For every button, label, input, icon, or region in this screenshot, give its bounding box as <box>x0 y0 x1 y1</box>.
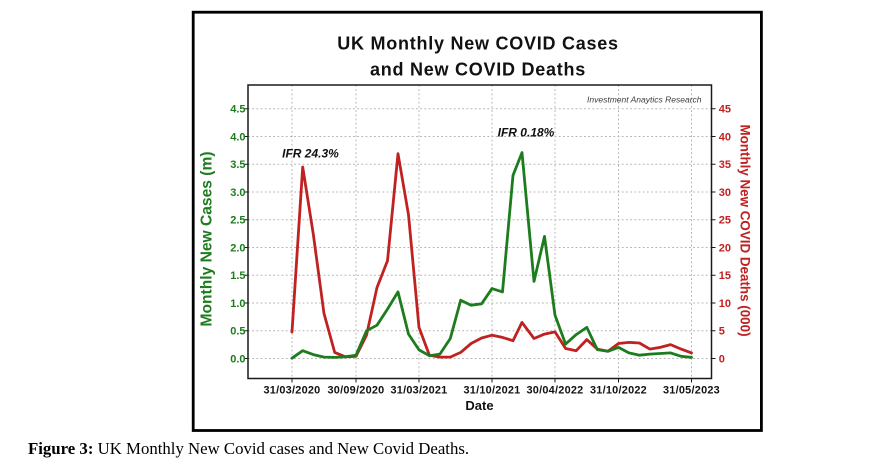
svg-text:15: 15 <box>719 270 731 282</box>
svg-text:20: 20 <box>719 242 731 254</box>
svg-text:10: 10 <box>719 298 731 310</box>
svg-text:4.0: 4.0 <box>230 131 245 143</box>
svg-text:0.0: 0.0 <box>230 353 245 365</box>
svg-text:40: 40 <box>719 131 731 143</box>
svg-text:2.5: 2.5 <box>230 215 245 227</box>
svg-text:45: 45 <box>719 104 731 116</box>
svg-text:0.5: 0.5 <box>230 326 245 338</box>
svg-text:Investment Anaytics Research: Investment Anaytics Research <box>587 94 702 104</box>
svg-text:30: 30 <box>719 187 731 199</box>
svg-text:4.5: 4.5 <box>230 104 245 116</box>
svg-text:Monthly New Cases (m): Monthly New Cases (m) <box>199 151 216 326</box>
svg-text:35: 35 <box>719 159 731 171</box>
svg-text:IFR 0.18%: IFR 0.18% <box>498 125 555 139</box>
svg-text:Monthly New COVID Deaths (000): Monthly New COVID Deaths (000) <box>738 124 753 336</box>
svg-text:31/03/2021: 31/03/2021 <box>390 385 447 397</box>
svg-text:30/09/2020: 30/09/2020 <box>327 385 384 397</box>
svg-text:5: 5 <box>719 326 725 338</box>
svg-text:Date: Date <box>465 398 493 413</box>
svg-text:1.5: 1.5 <box>230 270 245 282</box>
svg-text:UK Monthly New COVID Cases: UK Monthly New COVID Cases <box>337 34 619 54</box>
svg-text:3.5: 3.5 <box>230 159 245 171</box>
svg-text:31/05/2023: 31/05/2023 <box>663 385 720 397</box>
svg-text:2.0: 2.0 <box>230 242 245 254</box>
svg-text:1.0: 1.0 <box>230 298 245 310</box>
svg-text:31/10/2021: 31/10/2021 <box>463 385 520 397</box>
svg-text:31/03/2020: 31/03/2020 <box>263 385 320 397</box>
svg-text:25: 25 <box>719 215 731 227</box>
svg-text:31/10/2022: 31/10/2022 <box>590 385 647 397</box>
svg-text:30/04/2022: 30/04/2022 <box>526 385 583 397</box>
svg-text:and New COVID Deaths: and New COVID Deaths <box>370 60 586 80</box>
svg-text:IFR 24.3%: IFR 24.3% <box>282 147 339 161</box>
svg-text:0: 0 <box>719 353 725 365</box>
svg-text:3.0: 3.0 <box>230 187 245 199</box>
